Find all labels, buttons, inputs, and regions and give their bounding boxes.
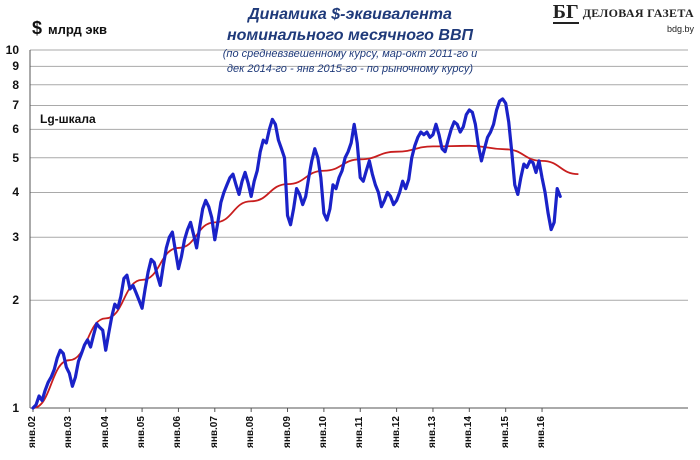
series-line-layer bbox=[31, 97, 562, 410]
x-tick-label: янв.07 bbox=[208, 416, 220, 448]
y-tick-label: 7 bbox=[12, 98, 19, 113]
y-tick-label: 2 bbox=[12, 293, 19, 308]
trend-line-layer bbox=[32, 144, 579, 409]
x-tick-label: янв.03 bbox=[63, 416, 75, 448]
chart-subtitle-line1: (по средневзвешенному курсу, мар-окт 201… bbox=[222, 48, 478, 60]
y-tick-label: 9 bbox=[12, 59, 19, 74]
x-tick-label: янв.16 bbox=[536, 416, 548, 448]
y-tick-label: 4 bbox=[12, 185, 19, 200]
x-tick-label: янв.14 bbox=[463, 416, 475, 448]
chart-title-line1: Динамика $-эквивалента bbox=[248, 6, 452, 23]
y-tick-label: 8 bbox=[12, 77, 19, 92]
y-tick-label: 5 bbox=[12, 150, 19, 165]
y-tick-label: 1 bbox=[12, 401, 19, 415]
chart-subtitle-line2: дек 2014-го - янв 2015-го - по рыночному… bbox=[226, 63, 474, 75]
x-tick-label: янв.11 bbox=[354, 416, 366, 448]
y-tick-label: 3 bbox=[12, 230, 19, 245]
x-tick-label: янв.09 bbox=[281, 416, 293, 448]
y-tick-label: 10 bbox=[5, 43, 19, 57]
chart-title-line2: номинального месячного ВВП bbox=[226, 27, 474, 44]
x-tick-label: янв.06 bbox=[172, 416, 184, 448]
x-tick-label: янв.08 bbox=[245, 416, 257, 448]
logo-mark: БГ bbox=[552, 1, 579, 24]
log-scale-note: Lg-шкала bbox=[40, 112, 96, 126]
unit-text: млрд экв bbox=[48, 22, 108, 37]
x-tick-label: янв.02 bbox=[27, 416, 38, 448]
logo-url: bdg.by bbox=[666, 24, 694, 34]
x-tick-label: янв.13 bbox=[426, 416, 438, 448]
x-tick-label: янв.15 bbox=[499, 416, 511, 448]
x-tick-label: янв.05 bbox=[136, 416, 148, 448]
y-tick-label: 6 bbox=[12, 122, 19, 137]
x-tick-label: янв.10 bbox=[317, 416, 329, 448]
logo-name: ДЕЛОВАЯ ГАЗЕТА bbox=[582, 5, 694, 20]
dollar-symbol: $ bbox=[32, 18, 43, 38]
trend-line bbox=[32, 144, 579, 409]
x-tick-label: янв.12 bbox=[390, 416, 402, 448]
y-axis-unit-label: $ млрд экв bbox=[32, 18, 107, 39]
x-tick-label: янв.04 bbox=[99, 416, 111, 448]
publisher-logo: БГ ДЕЛОВАЯ ГАЗЕТА bdg.by bbox=[552, 1, 694, 34]
gdp-series-line bbox=[31, 97, 562, 410]
grid-lines bbox=[29, 49, 688, 412]
